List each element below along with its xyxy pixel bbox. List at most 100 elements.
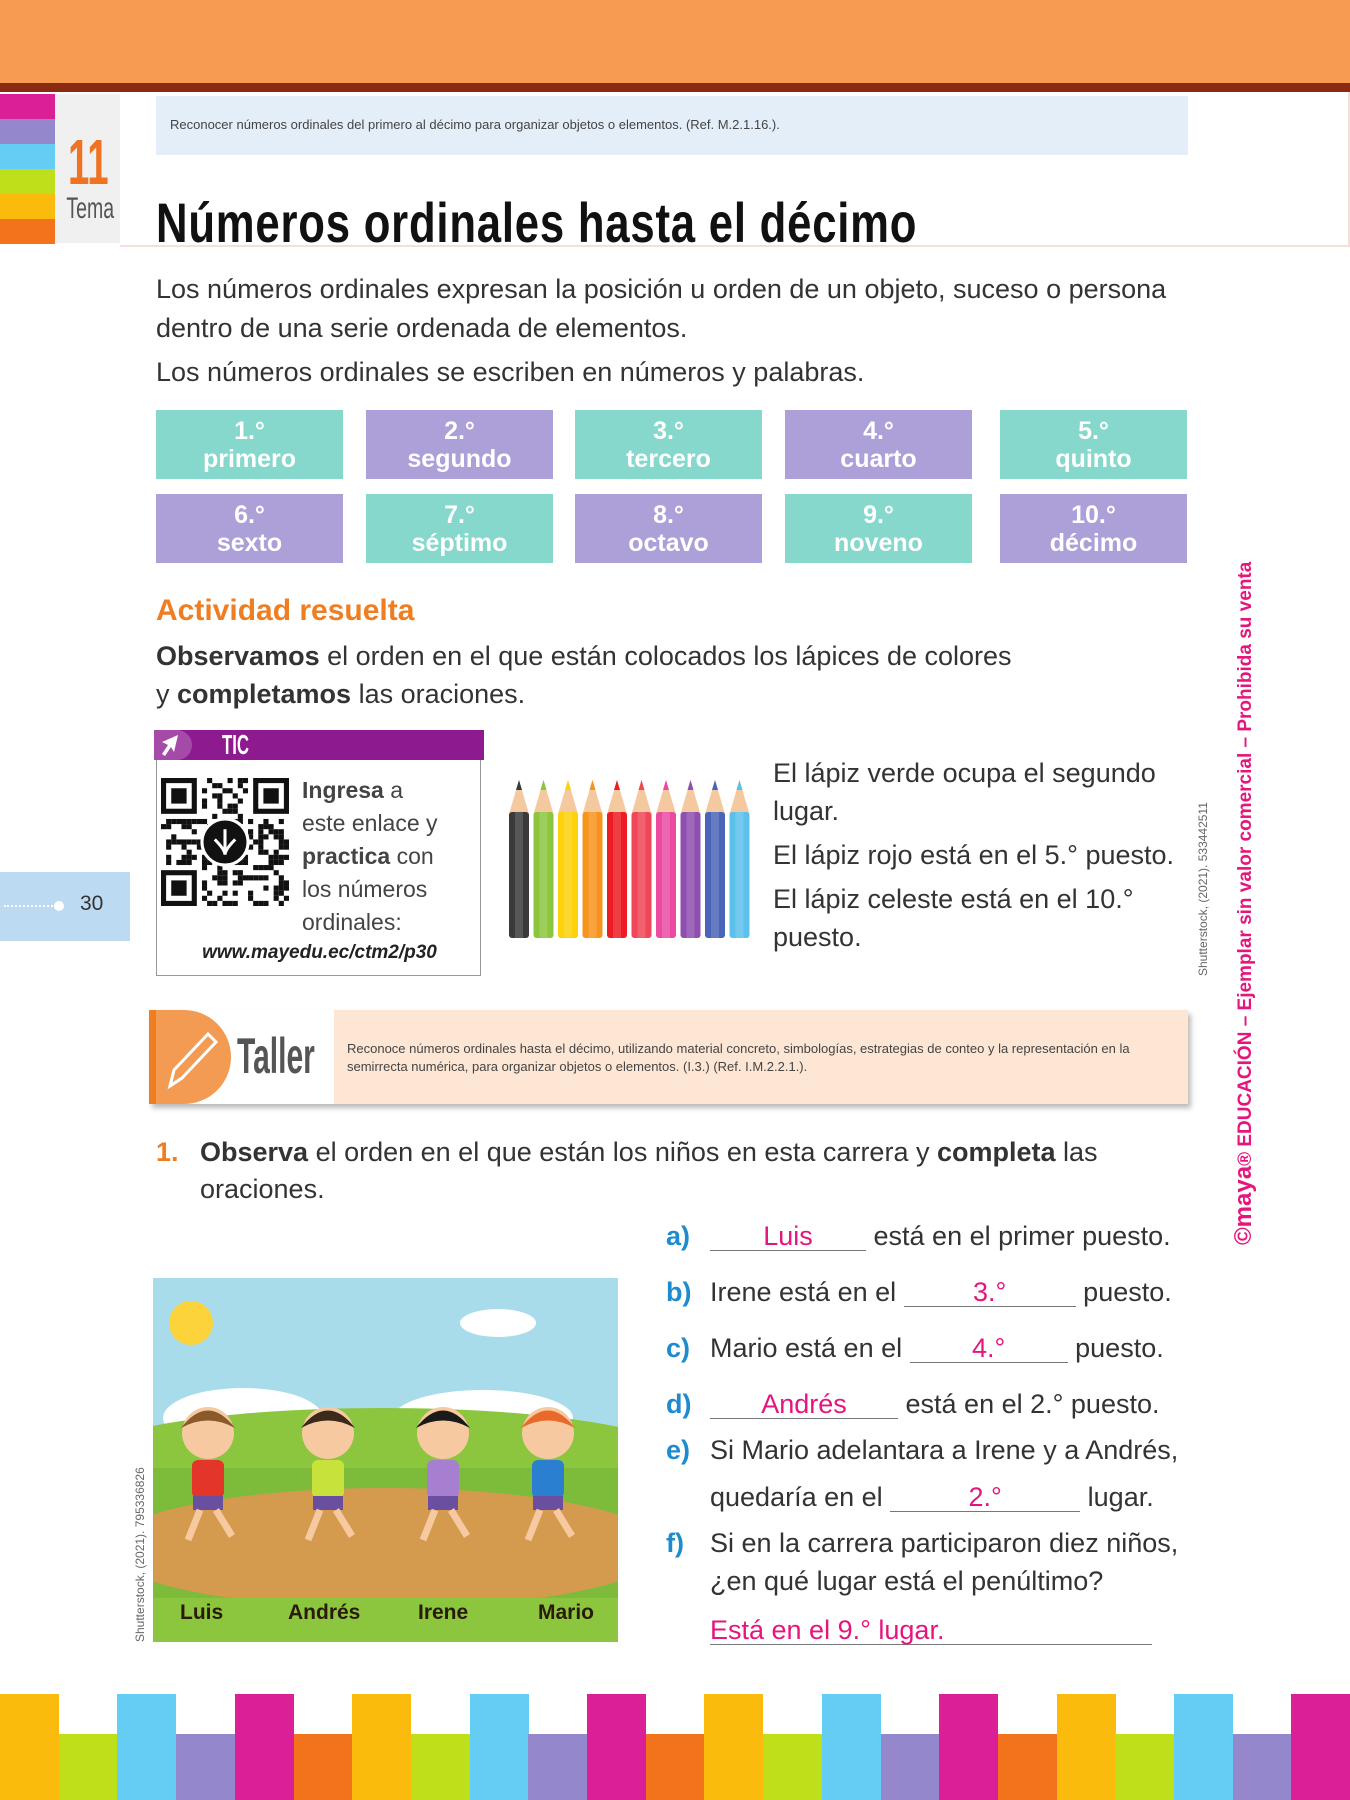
text: está en el 2.° puesto. [905,1389,1160,1419]
question-f-cont: ¿en qué lugar está el penúltimo? [710,1566,1104,1596]
text: los números [302,876,428,902]
stripe [763,1734,823,1800]
top-banner [0,0,1350,83]
ordinal-number: 4.° [863,417,894,445]
ordinal-card: 9.° noveno [785,494,972,563]
bold-word: completa [936,1137,1056,1167]
tic-header: TIC [154,730,484,760]
color-tab [0,144,55,169]
taller-label: Taller [237,1028,315,1084]
runner-name: Luis [180,1601,224,1624]
pencil-sentence: El lápiz verde ocupa el segundo [773,758,1156,788]
answer-field[interactable]: Luis [710,1222,866,1251]
text: este enlace y [302,810,438,836]
question-f: f) Si en la carrera participaron diez niñ… [666,1528,1178,1559]
item-label: f) [666,1528,684,1558]
answer-field[interactable]: 4.° [909,1334,1068,1363]
text: puesto. [1075,1333,1164,1363]
ordinal-number: 7.° [444,501,475,529]
dot [54,901,64,911]
stripe [410,1734,470,1800]
tic-link[interactable]: www.mayedu.ec/ctm2/p30 [202,942,437,963]
color-tab [0,94,55,119]
ordinal-word: décimo [1049,529,1138,557]
text: quedaría en el [710,1482,883,1512]
ordinal-number: 1.° [234,417,265,445]
pencil-sentence: El lápiz celeste está en el 10.° [773,884,1134,914]
pencil [582,780,603,938]
text: el orden en el que están los niños en es… [308,1137,937,1167]
stripe [587,1694,646,1800]
bold-word: Observa [200,1137,309,1167]
bold-word: Ingresa [302,777,384,803]
text: ordinales: [302,909,402,935]
pencil [533,780,554,938]
ordinal-card: 8.° octavo [575,494,762,563]
pencil-sentence: lugar. [773,796,840,826]
maya-logo: ©maya [1230,1165,1257,1245]
ordinal-number: 9.° [863,501,894,529]
stripe [997,1734,1057,1800]
question-b: b) Irene está en el 3.° puesto. [666,1277,1172,1308]
stripe [1232,1734,1292,1800]
item-label: c) [666,1333,691,1363]
ordinal-card: 6.° sexto [156,494,343,563]
ordinal-word: segundo [407,445,512,473]
text: Si Mario adelantara a Irene y a Andrés, [710,1435,1179,1465]
answer-field[interactable]: Está en el 9.° lugar. [710,1616,1152,1645]
runner-name: Irene [418,1601,469,1624]
text: Si en la carrera participaron diez niños… [710,1528,1179,1558]
stripe [0,1694,59,1800]
runner-name: Mario [538,1601,595,1624]
pencil [509,780,529,938]
ordinal-card: 1.° primero [156,410,343,479]
ordinal-number: 6.° [234,501,265,529]
question-d: d) Andrés está en el 2.° puesto. [666,1389,1159,1420]
tic-label: TIC [222,729,250,760]
exercise-instruction: oraciones. [200,1174,325,1204]
divider [1348,92,1350,247]
answer-field[interactable]: Andrés [710,1390,898,1419]
bold-word: practica [302,843,391,869]
ordinal-word: tercero [626,445,711,473]
runner-child [301,1407,355,1542]
page-number: 30 [80,892,104,915]
ordinal-number: 8.° [653,501,684,529]
exercise-instruction: 1. Observa el orden en el que están los n… [156,1137,1098,1168]
intro-line: Los números ordinales expresan la posici… [156,274,1167,304]
stripe [352,1694,412,1800]
item-label: d) [666,1389,692,1419]
pencil [729,780,750,938]
stripe [528,1734,588,1800]
runner-name: Andrés [288,1601,361,1624]
pencil [680,780,701,938]
text: Irene está en el [710,1277,897,1307]
pencil-sentence: puesto. [773,922,862,952]
color-tab [0,194,55,219]
intro-line: Los números ordinales se escriben en núm… [156,357,865,387]
ordinal-card: 5.° quinto [1000,410,1187,479]
color-tab [0,219,55,244]
race-illustration: Luis Andrés Irene Mario [153,1278,618,1642]
text: está en el primer puesto. [873,1221,1171,1251]
ordinal-card: 10.° décimo [1000,494,1187,563]
ordinal-card: 4.° cuarto [785,410,972,479]
qr-code[interactable] [161,778,289,906]
activity-instruction: y completamos las oraciones. [156,679,525,710]
stripe [880,1734,940,1800]
bold-word: completamos [177,679,352,709]
question-a: a) Luis está en el primer puesto. [666,1221,1171,1252]
answer-field[interactable]: 2.° [890,1483,1081,1512]
color-tab [0,119,55,144]
divider [120,245,1350,247]
stripe [1291,1694,1350,1800]
ordinal-word: sexto [216,529,283,557]
colored-pencils-image [509,780,750,938]
runner-child [181,1407,235,1542]
image-credit: Shutterstock, (2021). 795336826 [133,1467,147,1642]
stripe [939,1694,999,1800]
ordinal-word: quinto [1055,445,1132,473]
text: lugar. [1087,1482,1154,1512]
answer-field[interactable]: 3.° [903,1278,1076,1307]
activity-instruction: Observamos el orden en el que están colo… [156,641,1012,672]
